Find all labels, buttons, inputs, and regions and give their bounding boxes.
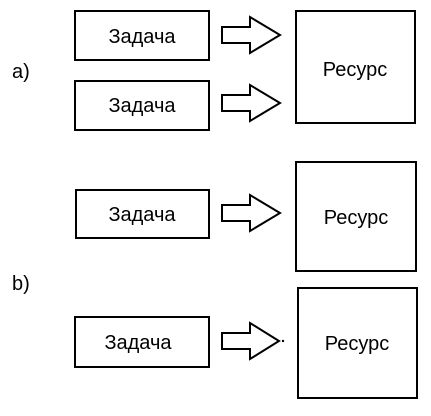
arrow-icon [221, 15, 282, 55]
task-label: Задача [108, 204, 176, 226]
task-label: Задача [104, 332, 172, 354]
resource-box [295, 161, 417, 272]
section-a-label: a) [12, 61, 30, 83]
arrow-icon [221, 321, 281, 361]
section-b-group-2: Задача Ресурс [74, 287, 418, 399]
resource-label: Ресурс [324, 207, 388, 229]
resource-label: Ресурс [325, 333, 389, 355]
task-box [74, 10, 210, 61]
section-a-task-1: Задача [74, 10, 210, 61]
task-label: Задача [108, 26, 176, 48]
task-box [75, 189, 210, 239]
resource-box [297, 287, 418, 399]
section-b-label: b) [12, 273, 30, 295]
arrow-icon [221, 83, 282, 123]
arrow-icon [221, 193, 282, 233]
resource-label: Ресурс [323, 59, 387, 81]
task-box [74, 316, 210, 368]
section-b-group-1: Задача Ресурс [75, 161, 417, 272]
section-a-task-2: Задача [74, 80, 210, 131]
section-b: b) Задача Ресурс Задача Ресурс [12, 161, 418, 399]
section-a-resource: Ресурс [295, 10, 416, 124]
section-a: a) Задача Задача Ресурс [12, 10, 416, 131]
arrow-tip-dot [281, 339, 285, 343]
resource-box [295, 10, 416, 124]
task-box [74, 80, 210, 131]
task-label: Задача [108, 95, 176, 117]
